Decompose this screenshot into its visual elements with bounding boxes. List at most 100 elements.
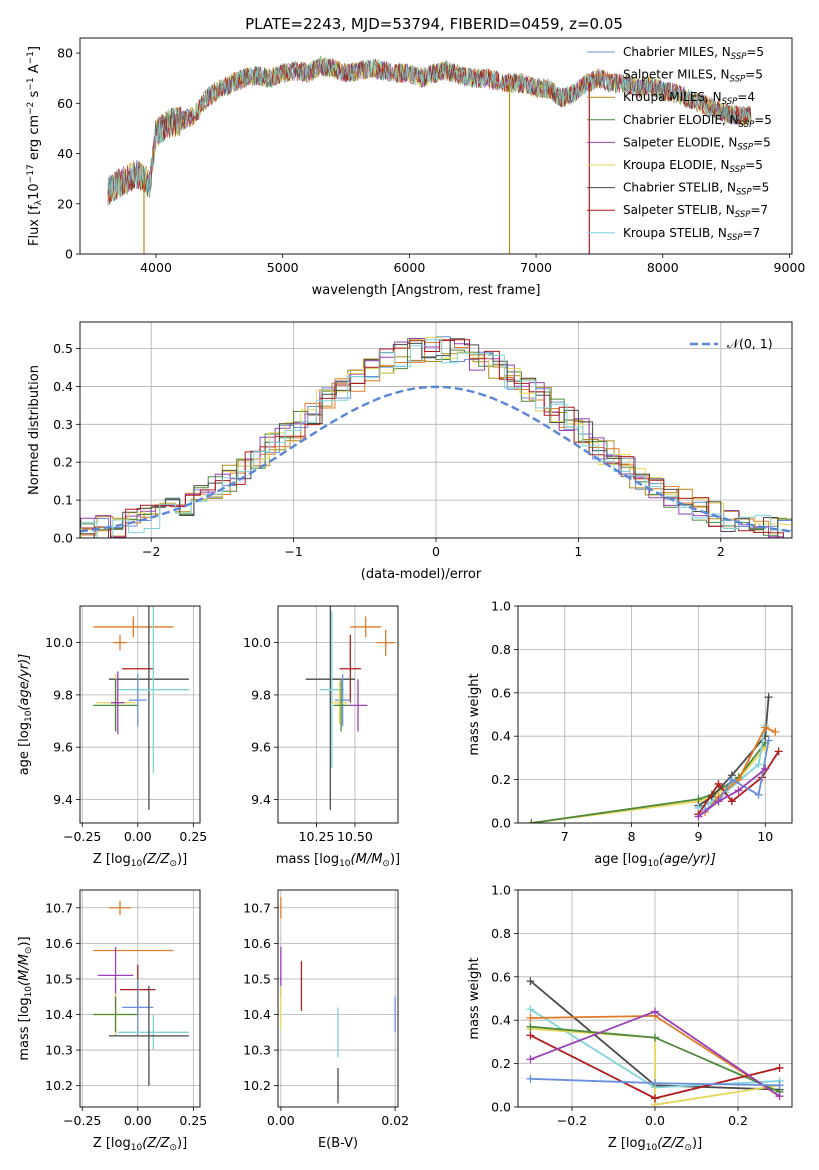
- axes-frame: [79, 889, 201, 1108]
- y-tick-label: 10.6: [45, 936, 73, 951]
- x-tick-label: −0.25: [63, 829, 101, 844]
- x-tick-label: 0.25: [179, 1113, 207, 1128]
- series-marker: [651, 1079, 659, 1088]
- x-tick-label: 6000: [393, 260, 425, 275]
- axes-frame: [79, 605, 201, 824]
- legend-label: Chabrier ELODIE, NSSP=5: [623, 113, 772, 130]
- x-axis-label: mass [log10(M/M⊙)]: [276, 852, 400, 869]
- spectrum-lines: [107, 55, 752, 254]
- y-tick-label: 9.6: [251, 740, 271, 755]
- x-axis-label: age [log10(age/yr)]: [594, 852, 716, 869]
- normal-curve: [80, 385, 792, 533]
- series-marker: [775, 1063, 784, 1072]
- x-axis-label: Z [log10(Z/Z⊙)]: [608, 1136, 702, 1153]
- errorbars: [280, 897, 396, 1104]
- series-marker: [754, 760, 763, 769]
- y-tick-label: 10.2: [45, 1078, 73, 1093]
- series-marker: [775, 1092, 784, 1101]
- legend-label: Chabrier MILES, NSSP=5: [623, 45, 764, 62]
- y-tick-label: 0: [65, 247, 73, 262]
- x-tick-label: −0.2: [557, 1113, 587, 1128]
- chart-weight_vs_age: 7 8 9 10 0.0 0.2 0.4 0.6 0.8 1.0 age [log10(age/yr…: [467, 599, 793, 869]
- residual-histograms: [80, 336, 792, 538]
- y-axis-label: mass weight: [467, 957, 482, 1039]
- figure-title: PLATE=2243, MJD=53794, FIBERID=0459, z=0…: [245, 15, 623, 33]
- legend-label: Salpeter ELODIE, NSSP=5: [623, 135, 771, 152]
- legend-label: Kroupa STELIB, NSSP=7: [623, 226, 760, 243]
- series-line-salpeter_elodie: [697, 768, 766, 818]
- x-tick-label: 0.25: [179, 829, 207, 844]
- legend-label: Chabrier STELIB, NSSP=5: [623, 181, 769, 198]
- x-tick-label: 10: [757, 829, 773, 844]
- x-tick-label: 0.0: [645, 1113, 665, 1128]
- x-axis-label: Z [log10(Z/Z⊙)]: [93, 1136, 187, 1153]
- chart-mass_vs_EBV: 0.00 0.02 10.2 10.3 10.4 10.5 10.6 10.7 E(B-V): [243, 889, 409, 1151]
- y-tick-label: 0.2: [53, 455, 73, 470]
- series-marker: [761, 764, 770, 773]
- y-tick-label: 0.0: [491, 816, 511, 831]
- series-marker: [774, 747, 783, 756]
- chart-mass_vs_Z: −0.25 0.00 0.25 10.2 10.3 10.4 10.5 10.6 10.7 Z […: [17, 889, 207, 1153]
- y-tick-label: 20: [57, 196, 73, 211]
- x-tick-label: 8000: [647, 260, 679, 275]
- x-tick-label: −1: [284, 544, 302, 559]
- series-marker: [651, 1007, 659, 1016]
- x-tick-label: 0.00: [124, 1113, 152, 1128]
- series-marker: [526, 1055, 535, 1064]
- y-tick-label: 10.7: [45, 900, 73, 915]
- axes-frame: [517, 605, 793, 824]
- y-tick-label: 0.1: [53, 493, 73, 508]
- y-tick-label: 10.0: [45, 635, 73, 650]
- y-tick-label: 9.4: [251, 792, 271, 807]
- chart-weight_vs_Z: −0.2 0.0 0.2 0.0 0.2 0.4 0.6 0.8 1.0 Z [log10(Z/Z…: [467, 883, 793, 1153]
- series-marker: [714, 779, 723, 788]
- y-tick-label: 10.4: [243, 1007, 271, 1022]
- series-marker: [734, 775, 743, 784]
- y-tick-label: 10.0: [243, 635, 271, 650]
- x-tick-label: 0.00: [124, 829, 152, 844]
- legend: Chabrier MILES, NSSP=5 Salpeter MILES, NS…: [587, 45, 772, 243]
- series-marker: [761, 723, 770, 732]
- x-tick-label: 7: [561, 829, 569, 844]
- x-tick-label: 8: [628, 829, 636, 844]
- chart-residuals: −2 −1 0 1 2 0.0 0.1 0.2 0.3 0.4 0.5 𝒩(0, 1) (data-mo…: [27, 321, 793, 582]
- y-tick-label: 10.5: [243, 971, 271, 986]
- y-tick-label: 10.3: [243, 1043, 271, 1058]
- series-marker: [526, 1031, 535, 1040]
- x-tick-label: 0.2: [728, 1113, 748, 1128]
- series-marker: [775, 1081, 784, 1090]
- series-marker: [771, 727, 780, 736]
- errorbars: [93, 606, 189, 810]
- y-tick-label: 9.4: [53, 792, 73, 807]
- histogram-salpeter_stelib: [80, 339, 792, 538]
- errorbars: [93, 900, 189, 1086]
- spectrum-chabrier_stelib: [107, 58, 752, 201]
- x-tick-label: 10.25: [299, 829, 335, 844]
- y-tick-label: 0.8: [491, 642, 511, 657]
- x-tick-label: 5000: [267, 260, 299, 275]
- series-marker: [651, 1033, 659, 1042]
- y-tick-label: 0.8: [491, 926, 511, 941]
- y-tick-label: 0.4: [491, 729, 511, 744]
- series-marker: [727, 775, 736, 784]
- x-axis-label: wavelength [Angstrom, rest frame]: [312, 283, 541, 298]
- y-tick-label: 10.5: [45, 971, 73, 986]
- axes-frame: [277, 605, 399, 824]
- y-tick-label: 10.3: [45, 1043, 73, 1058]
- legend-label: Kroupa ELODIE, NSSP=5: [623, 158, 763, 175]
- y-tick-label: 0.0: [53, 531, 73, 546]
- x-tick-label: 1: [574, 544, 582, 559]
- y-axis-label: Flux [fλ10−17 erg cm−2 s−1 A−1]: [26, 46, 44, 246]
- y-axis-label: mass [log10(M/M⊙)]: [17, 936, 34, 1060]
- series-marker: [526, 1022, 535, 1031]
- y-axis-label: mass weight: [467, 673, 482, 755]
- legend-label: 𝒩(0, 1): [727, 336, 773, 351]
- x-axis-label: (data-model)/error: [361, 567, 482, 582]
- spectrum-kroupa_stelib: [107, 56, 752, 202]
- chart-age_vs_Z: −0.25 0.00 0.25 9.4 9.6 9.8 10.0 Z [log10(Z/Z⊙)…: [17, 605, 207, 869]
- y-tick-label: 0.4: [491, 1013, 511, 1028]
- errorbars: [305, 606, 395, 810]
- y-tick-label: 60: [57, 96, 73, 111]
- weight-series: [526, 977, 784, 1107]
